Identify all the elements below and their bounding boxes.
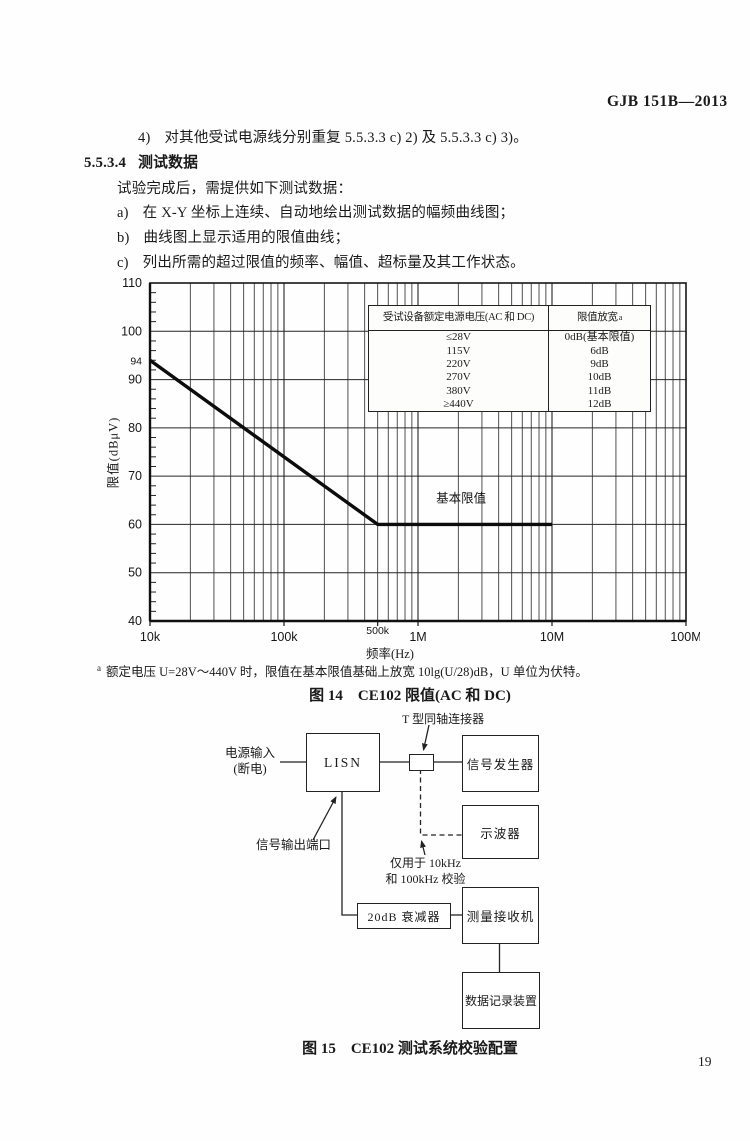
- figure-14-chart: 110 100 94 90 80 70 60 50 40 10k 100k 500k 1M 10M 100M…: [100, 265, 701, 665]
- table-cell: 115V: [446, 344, 471, 357]
- cal-note-line1: 仅用于 10kHz: [390, 856, 461, 870]
- table-header-text: 限值放宽: [576, 311, 618, 323]
- intro-line: 试验完成后，需提供如下测试数据：: [117, 181, 353, 197]
- y-tick-label: 90: [128, 373, 142, 387]
- list-text: 在 X-Y 坐标上连续、自动地绘出测试数据的幅频曲线图；: [142, 205, 515, 221]
- signal-generator-box: 信号发生器: [462, 735, 539, 792]
- y-tick-label: 40: [128, 614, 142, 628]
- lisn-to-attenuator-line: [341, 790, 357, 916]
- recorder-box: 数据记录装置: [462, 972, 540, 1029]
- y-tick-label: 50: [128, 566, 142, 580]
- t-connector-label: T 型同轴连接器: [402, 712, 485, 726]
- footnote-a: a 额定电压 U=28V～440V 时，限值在基本限值基础上放宽 10lg(U/2…: [97, 661, 588, 680]
- x-tick-label: 100k: [270, 630, 298, 644]
- y-tick-label: 60: [128, 517, 142, 531]
- t-connector-box: [409, 754, 434, 771]
- footnote-marker: a: [97, 662, 101, 673]
- figure-15-caption: 图 15 CE102 测试系统校验配置: [302, 1041, 518, 1057]
- figure-14-caption: 图 14 CE102 限值(AC 和 DC): [309, 688, 511, 704]
- table-cell: 10dB: [548, 371, 650, 385]
- limit-annotation: 基本限值: [436, 491, 486, 506]
- limit-line: [149, 358, 552, 527]
- power-input-line1: 电源输入: [224, 746, 275, 760]
- receiver-box: 测量接收机: [462, 887, 539, 944]
- oscilloscope-box: 示波器: [462, 805, 539, 859]
- page-number: 19: [698, 1054, 712, 1069]
- x-tick-label: 100M: [670, 630, 700, 644]
- signal-output-arrow: [312, 796, 337, 841]
- list-marker: a): [117, 205, 129, 221]
- list-marker: 4): [138, 130, 151, 146]
- section-title: 测试数据: [138, 155, 199, 171]
- connector-to-scope-dashed-line: [419, 769, 462, 836]
- table-cell: 6dB: [548, 344, 650, 358]
- list-item-c: c) 列出所需的超过限值的频率、幅值、超标量及其工作状态。: [117, 251, 525, 272]
- signal-output-port-label: 信号输出端口: [256, 838, 332, 852]
- table-cell: 220V: [446, 357, 471, 370]
- list-text: 曲线图上显示适用的限值曲线；: [143, 230, 350, 246]
- x-tick-label: 10M: [540, 630, 564, 644]
- x-tick-label: 10k: [140, 630, 161, 644]
- table-header-voltage: 受试设备额定电源电压(AC 和 DC): [369, 306, 548, 331]
- x-axis-label: 频率(Hz): [366, 647, 414, 661]
- x-tick-label: 500k: [366, 625, 390, 637]
- y-tick-label: 80: [128, 421, 142, 435]
- list-marker: b): [117, 230, 130, 246]
- y-tick-label: 100: [121, 324, 142, 338]
- power-input-label: 电源输入 (断电): [218, 746, 282, 777]
- table-cell: 380V: [446, 384, 471, 397]
- t-connector-arrow: [421, 724, 430, 751]
- table-cell: ≤28V: [446, 331, 471, 344]
- section-heading: 5.5.3.4 测试数据: [84, 151, 198, 172]
- doc-number: GJB 151B—2013: [607, 93, 728, 110]
- cal-note-line2: 和 100kHz 校验: [385, 871, 466, 886]
- footnote-ref: a: [618, 313, 623, 322]
- table-cell: 0dB(基本限值): [548, 331, 650, 345]
- attenuator-box: 20dB 衰减器: [357, 903, 451, 929]
- y-tick-label: 94: [130, 355, 142, 367]
- list-item-a: a) 在 X-Y 坐标上连续、自动地绘出测试数据的幅频曲线图；: [117, 201, 514, 222]
- footnote-text: 额定电压 U=28V～440V 时，限值在基本限值基础上放宽 10lg(U/28…: [106, 665, 588, 679]
- table-cell: 9dB: [548, 357, 650, 372]
- cal-note-label: 仅用于 10kHz 和 100kHz 校验: [378, 856, 473, 887]
- lisn-box: LISN: [306, 733, 380, 792]
- power-input-line2: (断电): [233, 761, 267, 776]
- y-tick-label: 70: [128, 469, 142, 483]
- list-item-4: 4) 对其他受试电源线分别重复 5.5.3.3 c) 2) 及 5.5.3.3 c…: [138, 126, 528, 147]
- list-text: 对其他受试电源线分别重复 5.5.3.3 c) 2) 及 5.5.3.3 c) …: [164, 130, 528, 146]
- list-marker: c): [117, 255, 129, 271]
- table-cell: 12dB: [548, 397, 650, 412]
- ce102-limit-plot: 110 100 94 90 80 70 60 50 40 10k 100k 500k 1M 10M 100M…: [121, 276, 700, 644]
- table-header-relaxation: 限值放宽 a: [548, 306, 650, 331]
- figure-15-diagram-lines: [280, 724, 501, 972]
- list-item-b: b) 曲线图上显示适用的限值曲线；: [117, 226, 349, 247]
- section-number: 5.5.3.4: [84, 155, 127, 171]
- x-tick-label: 1M: [409, 630, 426, 644]
- cal-note-arrow: [420, 840, 426, 856]
- y-tick-label: 110: [122, 276, 142, 290]
- table-cell: ≥440V: [443, 398, 474, 411]
- list-text: 列出所需的超过限值的频率、幅值、超标量及其工作状态。: [142, 255, 525, 271]
- voltage-relaxation-table: 受试设备额定电源电压(AC 和 DC) 限值放宽 a ≤28V 0dB(基本限值)…: [368, 305, 651, 413]
- table-cell: 11dB: [548, 384, 650, 398]
- table-cell: 270V: [446, 371, 471, 384]
- y-axis-label: 限值(dBμV): [106, 416, 121, 489]
